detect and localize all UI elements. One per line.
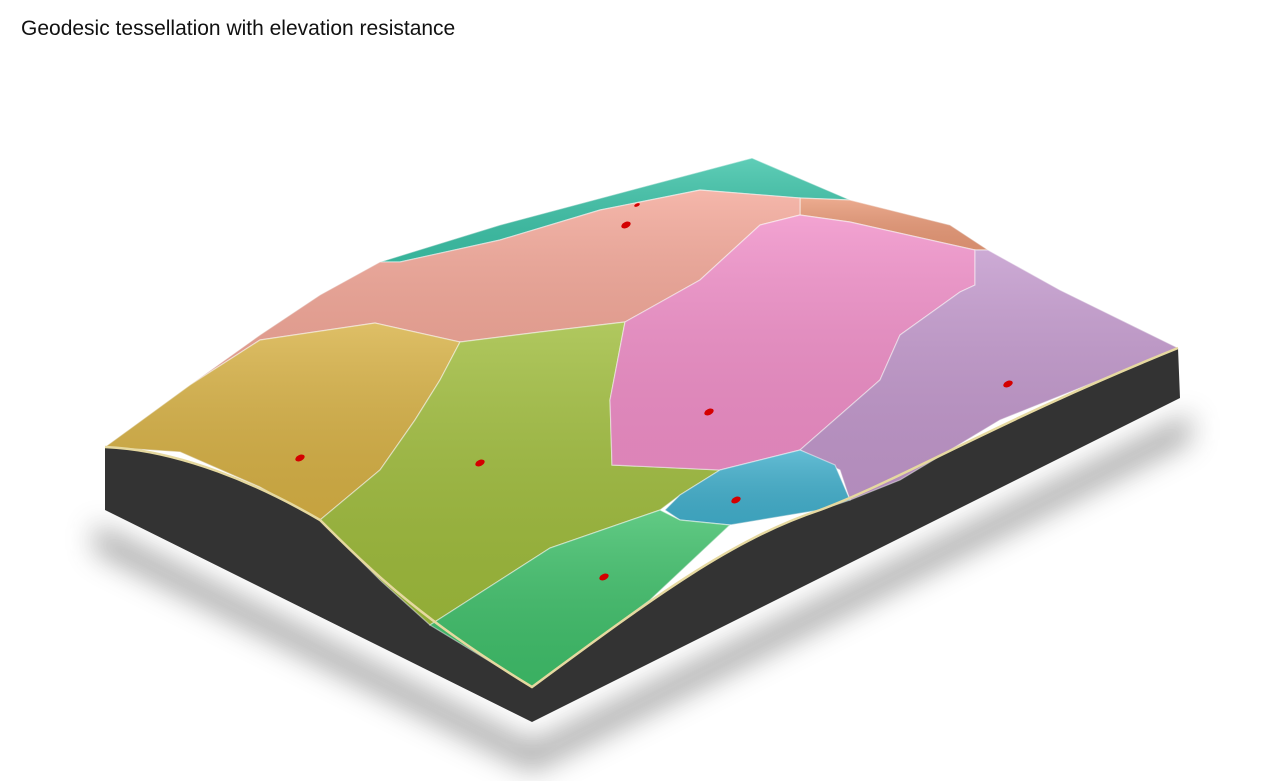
seed-point-marker: [731, 496, 741, 504]
region-shading: [665, 450, 850, 525]
figure-title: Geodesic tessellation with elevation res…: [21, 17, 456, 40]
seed-point-marker: [599, 573, 609, 581]
region-shading: [380, 158, 850, 262]
seed-point-marker: [704, 408, 714, 416]
region-shading: [800, 250, 1178, 500]
region-shading: [610, 215, 975, 470]
seed-point-marker: [1003, 380, 1013, 388]
region-shading: [320, 322, 720, 625]
slab-shadow: [95, 415, 1190, 770]
seed-point-marker: [634, 203, 640, 207]
terrain-slab: [105, 348, 1180, 722]
terrain-outline: [104, 346, 1179, 689]
region-shading: [430, 510, 730, 687]
region-shading: [190, 190, 800, 385]
seed-point-marker: [621, 221, 631, 229]
seed-point-marker: [475, 459, 485, 467]
seed-point-marker: [295, 454, 305, 462]
region-shading: [800, 198, 988, 250]
region-shading: [105, 323, 460, 520]
